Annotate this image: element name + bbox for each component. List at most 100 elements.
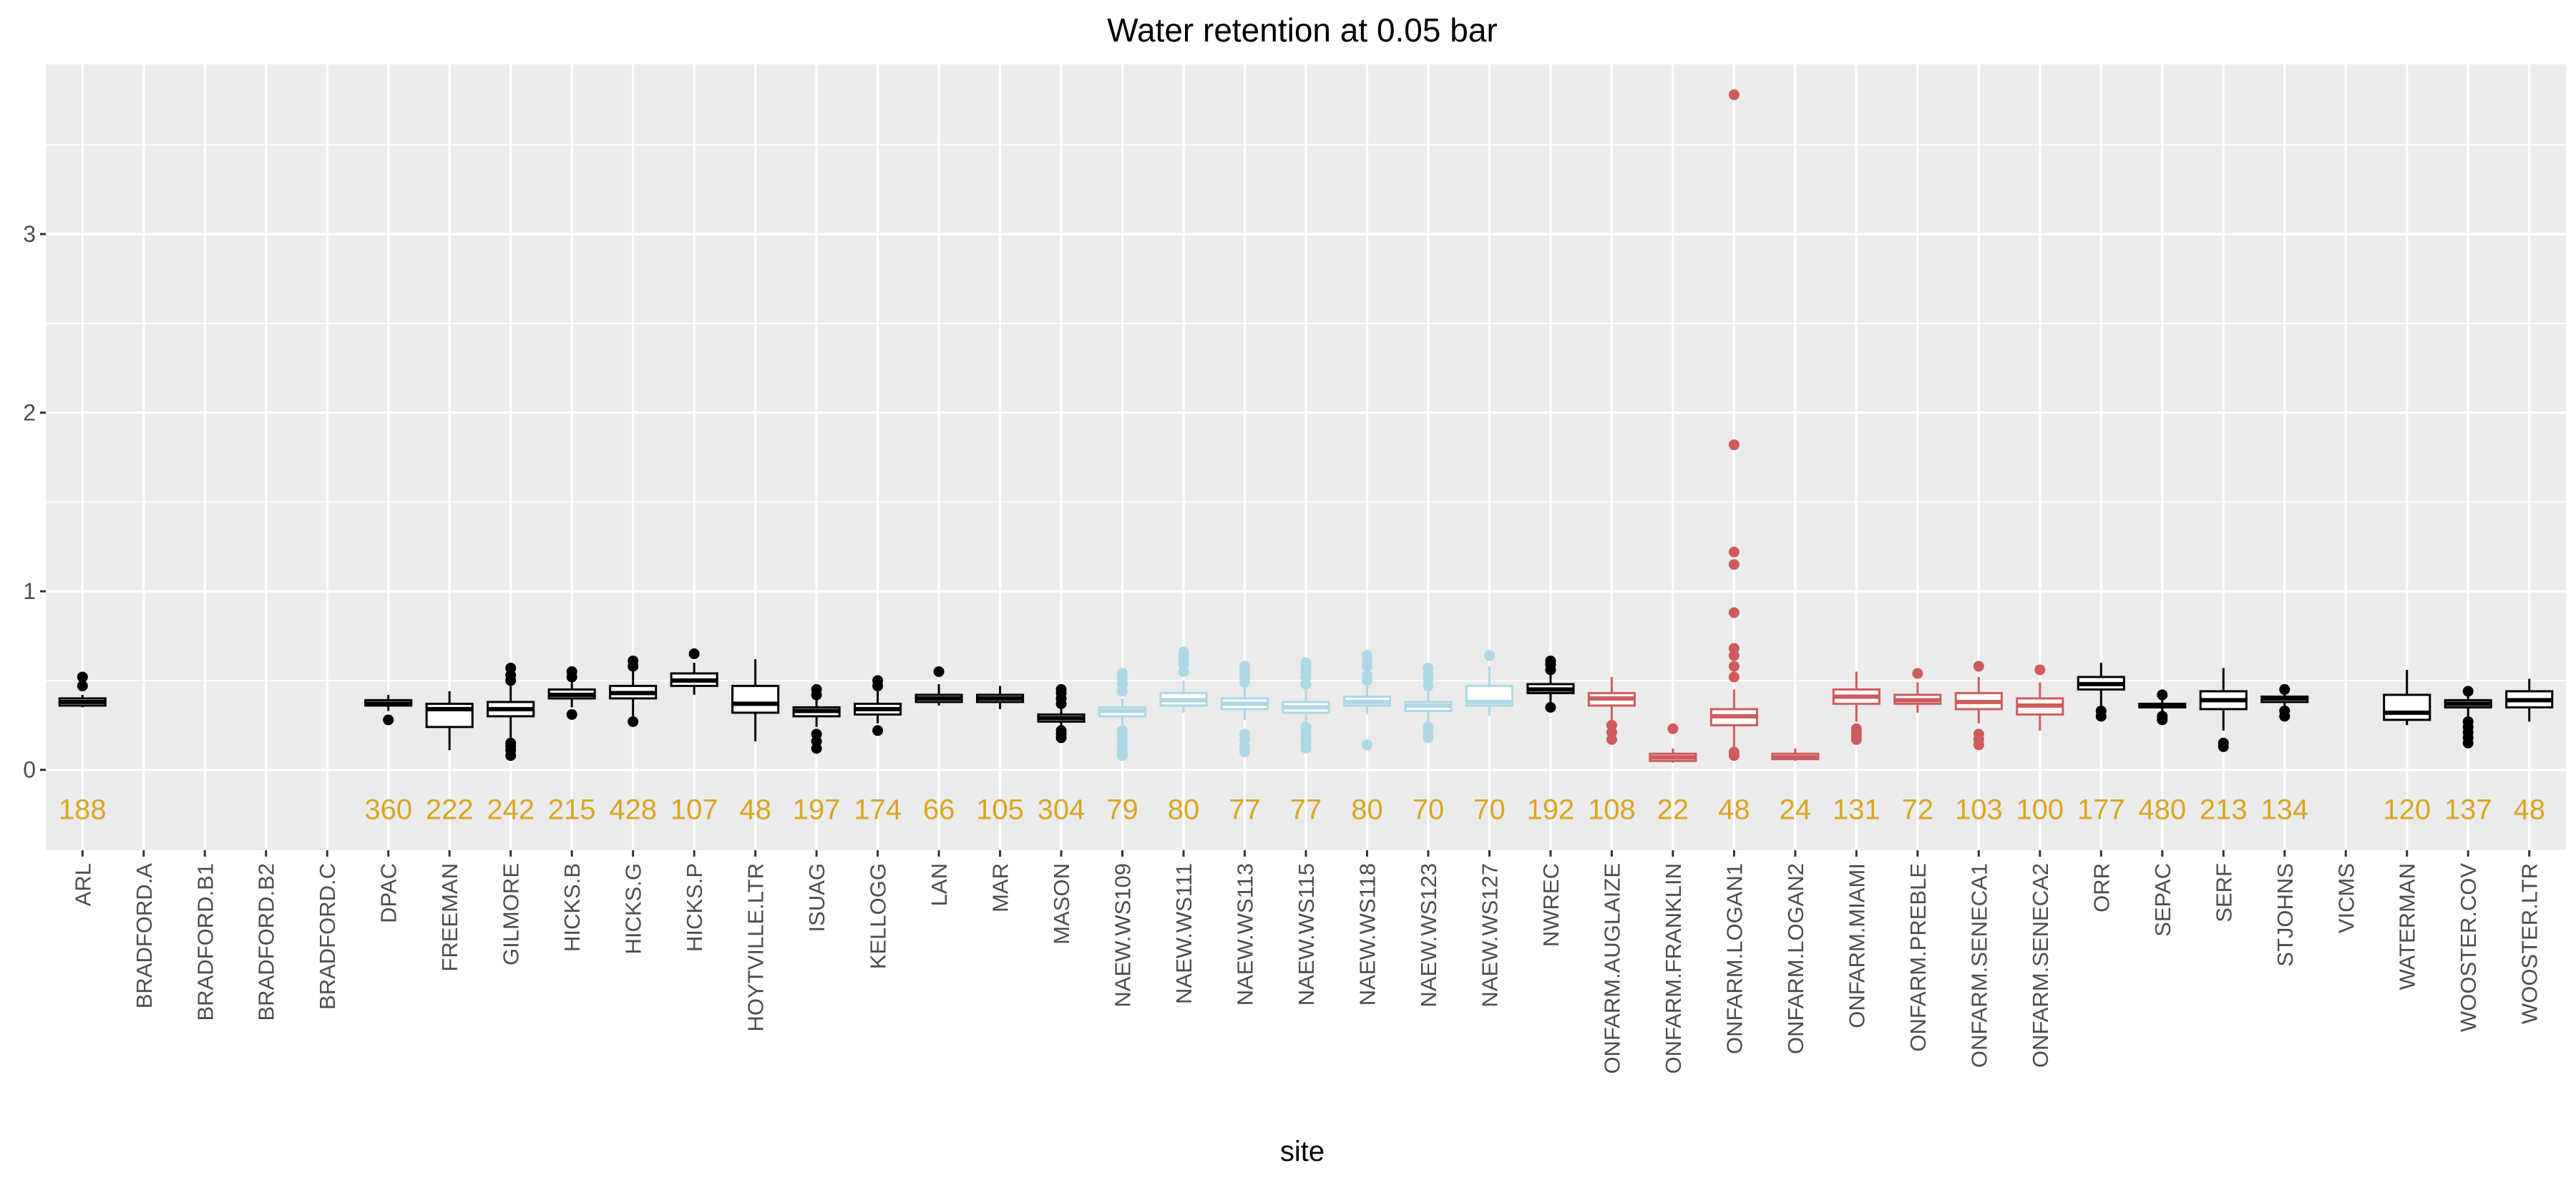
x-tick-label: ONFARM.LOGAN2: [1783, 863, 1808, 1054]
x-tick-label: ONFARM.AUGLAIZE: [1599, 863, 1624, 1074]
x-tick-label: BRADFORD.B2: [254, 863, 279, 1021]
count-label: 137: [2444, 794, 2492, 826]
count-label: 197: [793, 794, 841, 826]
outlier-point: [628, 716, 639, 727]
outlier-point: [628, 655, 639, 666]
count-label: 131: [1833, 794, 1880, 826]
outlier-point: [566, 709, 577, 720]
x-tick-label: LAN: [927, 863, 952, 906]
outlier-point: [872, 675, 884, 686]
count-label: 134: [2260, 794, 2308, 826]
x-tick-label: NAEW.WS109: [1111, 863, 1136, 1008]
count-label: 304: [1038, 794, 1085, 826]
count-label: 242: [487, 794, 535, 826]
count-label: 72: [1902, 794, 1934, 826]
outlier-point: [1300, 721, 1312, 733]
x-tick-label: NAEW.WS115: [1294, 863, 1319, 1006]
x-tick-label: ONFARM.FRANKLIN: [1661, 863, 1686, 1074]
count-label: 120: [2383, 794, 2431, 826]
x-tick-label: VICMS: [2333, 863, 2358, 933]
outlier-point: [1117, 668, 1128, 679]
x-tick-label: BRADFORD.C: [315, 863, 340, 1010]
outlier-point: [77, 680, 88, 691]
x-tick-label: HOYTVILLE.LTR: [743, 863, 769, 1031]
count-label: 48: [2513, 794, 2545, 826]
count-label: 105: [976, 794, 1024, 826]
outlier-point: [1361, 739, 1372, 751]
x-tick-label: WOOSTER.LTR: [2517, 863, 2542, 1024]
axes: 0 1 2 3 ARL BRADFORD.A BRADFORD.B1 BRADFORD.B2 B…: [23, 221, 2542, 1074]
outlier-point: [1667, 723, 1679, 734]
outlier-point: [811, 729, 822, 740]
x-tick-label: ISUAG: [804, 863, 829, 932]
count-label: 215: [548, 794, 596, 826]
outlier-point: [1361, 650, 1372, 661]
count-label: 100: [2016, 794, 2064, 826]
outlier-point: [2157, 711, 2168, 722]
count-label: 22: [1657, 794, 1689, 826]
chart-title: Water retention at 0.05 bar: [1107, 11, 1498, 49]
count-label: 24: [1780, 794, 1812, 826]
outlier-point: [505, 662, 517, 673]
x-tick-label: KELLOGG: [866, 863, 891, 969]
x-tick-label: NAEW.WS111: [1171, 863, 1196, 1004]
outlier-point: [1239, 729, 1251, 740]
y-tick-label: 1: [23, 578, 36, 604]
y-tick-label: 3: [23, 221, 36, 247]
y-tick-label: 2: [23, 400, 36, 426]
x-tick-label: MASON: [1049, 863, 1074, 945]
count-label: 174: [854, 794, 902, 826]
count-label: 103: [1955, 794, 2003, 826]
outlier-point: [1423, 662, 1434, 673]
outlier-point: [1545, 701, 1556, 713]
x-tick-label: ONFARM.SENECA1: [1966, 863, 1991, 1068]
x-tick-label: HICKS.B: [560, 863, 585, 952]
box: [2383, 693, 2431, 721]
count-label: 192: [1527, 794, 1575, 826]
count-labels: 188 360 222 242 215 428 107 48 197 174 66 105 304 79 8…: [59, 794, 2545, 826]
x-tick-label: WOOSTER.COV: [2456, 863, 2481, 1032]
outlier-point: [1239, 661, 1251, 672]
x-tick-label: HICKS.P: [682, 863, 707, 952]
count-label: 70: [1413, 794, 1445, 826]
count-label: 213: [2200, 794, 2248, 826]
x-tick-label: ONFARM.PREBLE: [1906, 863, 1931, 1052]
x-tick-label: ORR: [2089, 863, 2114, 912]
outlier-point: [383, 714, 394, 726]
outlier-point: [2095, 705, 2107, 716]
outlier-point: [1055, 683, 1067, 695]
x-tick-label: WATERMAN: [2395, 863, 2420, 990]
count-label: 48: [1718, 794, 1750, 826]
outlier-point: [1483, 650, 1495, 661]
outlier-point: [933, 666, 945, 677]
outlier-point: [1728, 671, 1740, 683]
count-label: 222: [426, 794, 474, 826]
count-label: 79: [1106, 794, 1138, 826]
x-tick-label: ONFARM.LOGAN1: [1722, 863, 1747, 1054]
count-label: 428: [609, 794, 657, 826]
outlier-point: [811, 683, 822, 695]
outlier-point: [2279, 683, 2290, 695]
x-tick-label: DPAC: [376, 863, 401, 923]
x-tick-label: SEPAC: [2150, 863, 2175, 937]
outlier-point: [1850, 723, 1862, 734]
count-label: 80: [1168, 794, 1200, 826]
outlier-point: [1973, 661, 1984, 672]
x-tick-label: HICKS.G: [621, 863, 646, 954]
count-label: 80: [1351, 794, 1383, 826]
x-axis-title: site: [1280, 1136, 1324, 1167]
outlier-point: [1423, 721, 1434, 733]
x-tick-label: BRADFORD.B1: [192, 863, 218, 1021]
x-tick-label: ONFARM.SENECA2: [2028, 863, 2053, 1068]
outlier-point: [1178, 646, 1189, 658]
x-tick-label: STJOHNS: [2273, 863, 2298, 967]
x-tick-label: NAEW.WS113: [1233, 863, 1258, 1006]
box-layer: [58, 89, 2554, 763]
count-label: 188: [59, 794, 107, 826]
outlier-point: [1728, 89, 1740, 100]
x-tick-label: MAR: [988, 863, 1013, 912]
outlier-point: [2218, 737, 2229, 749]
outlier-point: [1728, 643, 1740, 654]
